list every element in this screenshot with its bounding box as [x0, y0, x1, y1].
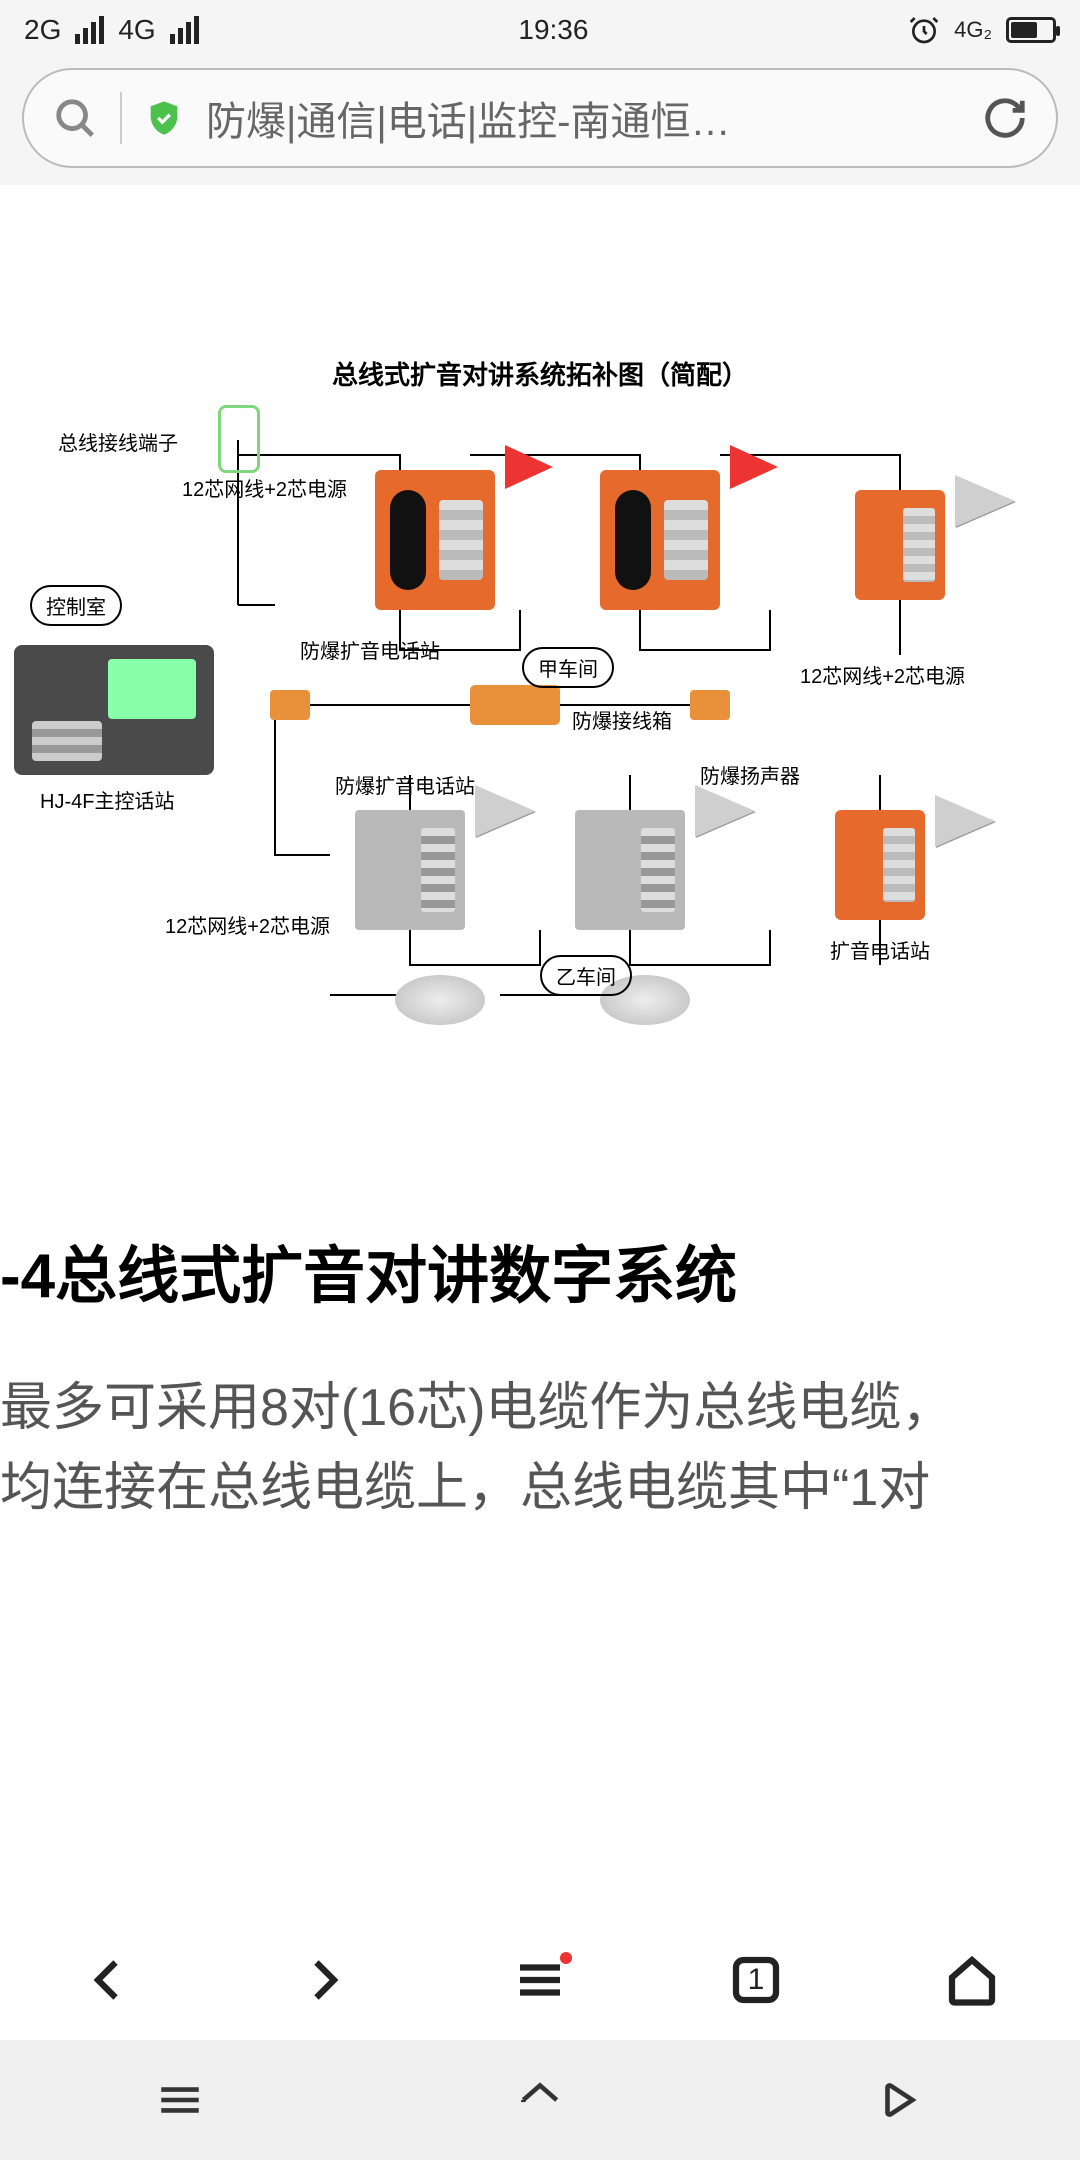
grey-horn-b2	[695, 785, 755, 837]
lbl-control-room: 控制室	[30, 585, 122, 626]
lbl-phone-station2: 防爆扩音电话站	[335, 770, 475, 799]
lbl-ext-station: 扩音电话站	[830, 935, 930, 964]
red-horn-a2	[730, 445, 778, 489]
silver-shape-1	[395, 975, 485, 1025]
sys-recent-button[interactable]	[145, 2075, 215, 2125]
signal-1-icon	[75, 16, 104, 44]
terminal-box	[218, 405, 260, 473]
nav-tabs-button[interactable]: 1	[726, 1950, 786, 2010]
phone-station-b2	[575, 810, 685, 930]
nav-menu-button[interactable]	[510, 1950, 570, 2010]
controller-device	[14, 645, 214, 775]
url-bar[interactable]: 防爆|通信|电话|监控-南通恒…	[22, 68, 1058, 168]
clock: 19:36	[518, 14, 588, 46]
article-heading: -4总线式扩音对讲数字系统	[0, 1225, 737, 1315]
nav-home-button[interactable]	[942, 1950, 1002, 2010]
sys-back-button[interactable]	[865, 2075, 935, 2125]
status-right: 4G₂	[908, 14, 1056, 46]
alarm-icon	[908, 14, 940, 46]
lbl-workshop-b: 乙车间	[540, 955, 632, 996]
article-line-2: 均连接在总线电缆上，总线电缆其中“1对	[0, 1445, 930, 1520]
grey-horn-b3	[935, 795, 995, 847]
phone-station-a1	[375, 470, 495, 610]
nav-back-button[interactable]	[78, 1950, 138, 2010]
lbl-controller: HJ-4F主控话站	[40, 785, 174, 814]
status-left: 2G 4G	[24, 14, 199, 46]
grey-horn-a3	[955, 475, 1015, 527]
webpage-content[interactable]: 总线式扩音对讲系统拓补图（简配）	[0, 185, 1080, 1920]
junction-box-main	[470, 685, 560, 725]
junction-box-2	[690, 690, 730, 720]
phone-station-b1	[355, 810, 465, 930]
sys-home-button[interactable]	[505, 2075, 575, 2125]
lbl-junction-box: 防爆接线箱	[572, 705, 672, 734]
red-horn-a1	[505, 445, 553, 489]
url-divider	[120, 92, 122, 144]
battery-icon	[1006, 17, 1056, 43]
lbl-terminal: 总线接线端子	[58, 427, 178, 456]
ext-station	[835, 810, 925, 920]
signal-2-icon	[170, 16, 199, 44]
data-indicator: 4G₂	[954, 20, 992, 40]
lbl-workshop-a: 甲车间	[522, 647, 614, 688]
topology-diagram: 总线式扩音对讲系统拓补图（简配）	[0, 355, 1080, 1055]
phone-station-a3	[855, 490, 945, 600]
reload-icon[interactable]	[982, 95, 1028, 141]
lbl-cable-b: 12芯网线+2芯电源	[800, 660, 965, 689]
nav-forward-button[interactable]	[294, 1950, 354, 2010]
article-line-1: 最多可采用8对(16芯)电缆作为总线电缆，	[0, 1365, 953, 1440]
junction-box-1	[270, 690, 310, 720]
grey-horn-b1	[475, 785, 535, 837]
net1-label: 2G	[24, 14, 61, 46]
shield-icon	[144, 98, 184, 138]
browser-nav: 1	[0, 1920, 1080, 2040]
lbl-speaker: 防爆扬声器	[700, 760, 800, 789]
search-icon[interactable]	[52, 95, 98, 141]
notification-dot-icon	[560, 1952, 572, 1964]
page-title[interactable]: 防爆|通信|电话|监控-南通恒…	[206, 89, 960, 147]
tab-count: 1	[726, 1950, 786, 2010]
lbl-phone-station: 防爆扩音电话站	[300, 635, 440, 664]
lbl-cable-a: 12芯网线+2芯电源	[182, 473, 347, 502]
lbl-cable-c: 12芯网线+2芯电源	[165, 910, 330, 939]
phone-station-a2	[600, 470, 720, 610]
system-nav	[0, 2040, 1080, 2160]
net2-label: 4G	[118, 14, 155, 46]
status-bar: 2G 4G 19:36 4G₂	[0, 0, 1080, 60]
